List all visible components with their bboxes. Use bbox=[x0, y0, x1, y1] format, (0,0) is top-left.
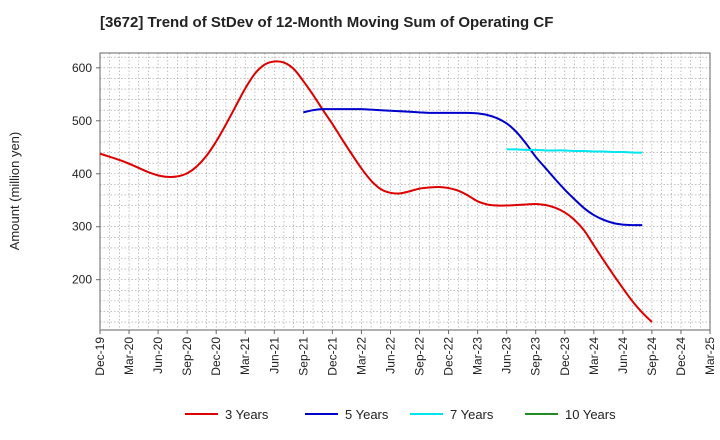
chart-title: [3672] Trend of StDev of 12-Month Moving… bbox=[100, 14, 553, 31]
x-tick-label: Mar-24 bbox=[587, 337, 601, 375]
x-tick-label: Dec-19 bbox=[93, 337, 107, 376]
x-tick-label: Sep-20 bbox=[180, 337, 194, 376]
x-tick-label: Mar-20 bbox=[122, 337, 136, 375]
x-tick-label: Sep-24 bbox=[645, 337, 659, 376]
y-tick-label: 500 bbox=[72, 114, 92, 128]
legend-label: 10 Years bbox=[565, 407, 616, 422]
x-tick-label: Dec-24 bbox=[674, 337, 688, 376]
legend: 3 Years 5 Years 7 Years 10 Years bbox=[185, 407, 616, 422]
x-tick-label: Jun-22 bbox=[383, 337, 397, 374]
x-tick-label: Jun-20 bbox=[151, 337, 165, 374]
x-tick-label: Mar-25 bbox=[703, 337, 717, 375]
legend-label: 5 Years bbox=[345, 407, 389, 422]
series-line-7-years bbox=[506, 148, 643, 154]
y-axis-label: Amount (million yen) bbox=[7, 132, 22, 251]
x-tick-label: Sep-23 bbox=[529, 337, 543, 376]
y-tick-label: 600 bbox=[72, 61, 92, 75]
x-tick-label: Sep-21 bbox=[296, 337, 310, 376]
x-tick-labels: Dec-19 Mar-20 Jun-20 Sep-20 Dec-20 Mar-21 Jun-… bbox=[93, 330, 717, 376]
x-tick-label: Jun-21 bbox=[267, 337, 281, 374]
x-tick-label: Mar-22 bbox=[354, 337, 368, 375]
grid-lines bbox=[99, 53, 711, 330]
x-tick-label: Sep-22 bbox=[413, 337, 427, 376]
x-tick-label: Dec-21 bbox=[325, 337, 339, 376]
y-tick-label: 400 bbox=[72, 167, 92, 181]
legend-label: 7 Years bbox=[450, 407, 494, 422]
y-tick-label: 300 bbox=[72, 220, 92, 234]
y-tick-label: 200 bbox=[72, 273, 92, 287]
legend-label: 3 Years bbox=[225, 407, 269, 422]
series-line-3-years bbox=[99, 60, 653, 323]
x-tick-label: Dec-23 bbox=[558, 337, 572, 376]
x-tick-label: Jun-23 bbox=[500, 337, 514, 374]
x-tick-label: Mar-21 bbox=[238, 337, 252, 375]
x-tick-label: Dec-20 bbox=[209, 337, 223, 376]
series-line-5-years bbox=[303, 108, 643, 227]
x-tick-label: Dec-22 bbox=[442, 337, 456, 376]
plot-frame bbox=[99, 52, 711, 331]
x-tick-label: Jun-24 bbox=[616, 337, 630, 374]
series-lines bbox=[99, 60, 653, 323]
y-tick-labels: 200 300 400 500 600 bbox=[72, 61, 100, 287]
x-tick-label: Mar-23 bbox=[471, 337, 485, 375]
